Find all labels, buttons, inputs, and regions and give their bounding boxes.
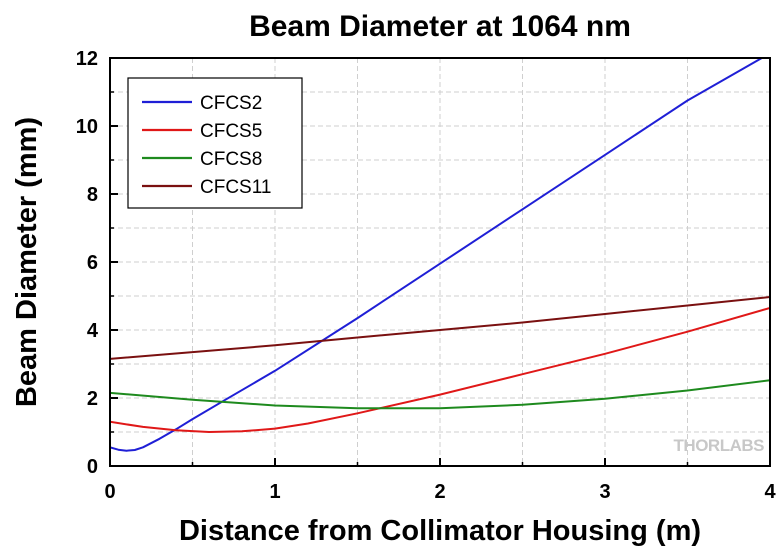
x-tick-label: 2 <box>434 481 445 503</box>
series-line-cfcs11 <box>110 296 770 360</box>
x-tick-label: 0 <box>104 481 115 503</box>
x-tick-label: 4 <box>764 481 776 503</box>
y-tick-label: 6 <box>87 252 98 274</box>
y-tick-label: 12 <box>76 48 98 70</box>
x-tick-label: 3 <box>599 481 610 503</box>
x-tick-label: 1 <box>269 481 280 503</box>
y-tick-label: 0 <box>87 456 98 478</box>
chart-title: Beam Diameter at 1064 nm <box>249 10 631 43</box>
plot-series <box>110 58 770 452</box>
legend-label: CFCS11 <box>200 177 271 198</box>
series-line-cfcs2 <box>110 58 763 452</box>
legend-label: CFCS5 <box>200 121 262 142</box>
x-axis-label: Distance from Collimator Housing (m) <box>179 515 701 547</box>
series-line-cfcs5 <box>110 306 770 433</box>
legend-label: CFCS2 <box>200 93 262 114</box>
y-axis-label: Beam Diameter (mm) <box>11 117 43 407</box>
legend: CFCS2 CFCS5 CFCS8 CFCS11 <box>127 77 303 209</box>
legend-label: CFCS8 <box>200 149 262 170</box>
thorlabs-watermark: THORLABS <box>674 436 765 455</box>
y-tick-label: 4 <box>87 320 99 342</box>
y-tick-label: 2 <box>87 388 98 410</box>
y-tick-label: 8 <box>87 184 98 206</box>
grid <box>110 58 770 466</box>
y-tick-label: 10 <box>76 116 98 138</box>
series-line-cfcs8 <box>110 379 770 410</box>
